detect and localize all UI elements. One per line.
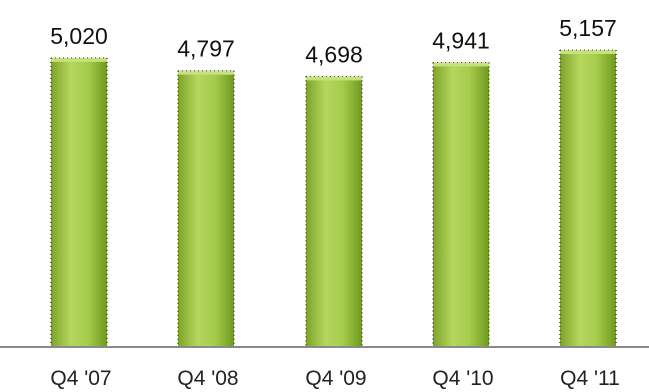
bar-1 (177, 70, 235, 348)
value-labels-group: 5,020 4,797 4,698 4,941 5,157 (50, 15, 617, 67)
bars-group (50, 49, 617, 348)
bar-4 (559, 49, 617, 347)
bar-value-label: 4,941 (432, 27, 490, 53)
bar-rect (51, 57, 107, 348)
x-tick-label: Q4 '09 (305, 367, 366, 390)
x-tick-label: Q4 '10 (432, 367, 493, 390)
tick-labels-group: Q4 '07 Q4 '08 Q4 '09 Q4 '10 Q4 '11 (50, 367, 619, 390)
bar-rect (560, 50, 616, 347)
bar-top-bevel (178, 70, 234, 75)
bar-value-label: 5,157 (559, 15, 617, 41)
bar-top-bevel (51, 57, 107, 62)
bar-value-label: 4,698 (305, 41, 363, 67)
x-tick-label: Q4 '11 (560, 367, 620, 390)
bar-top-bevel (560, 50, 616, 54)
bar-top-bevel (433, 62, 489, 67)
bar-rect (433, 62, 489, 347)
bar-value-label: 5,020 (50, 23, 108, 49)
bar-2 (305, 75, 363, 347)
bar-value-label: 4,797 (177, 36, 235, 62)
bar-3 (432, 61, 490, 347)
bar-top-bevel (306, 76, 362, 81)
bar-rect (178, 70, 234, 348)
x-tick-label: Q4 '07 (50, 367, 111, 390)
bar-rect (306, 76, 362, 347)
bar-0 (50, 57, 108, 348)
x-tick-label: Q4 '08 (177, 367, 238, 390)
